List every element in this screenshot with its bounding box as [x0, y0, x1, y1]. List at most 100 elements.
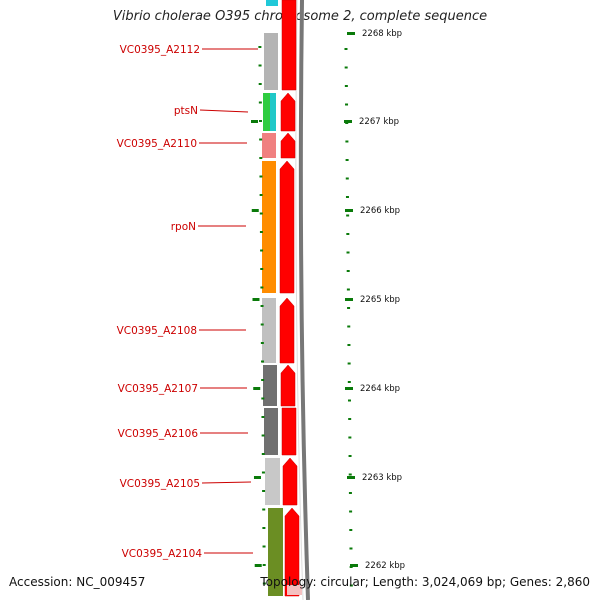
gene-block-VC0395_A2107[interactable]: [263, 365, 277, 406]
cds-arrow: [284, 507, 300, 597]
scale-minor-tick: [348, 436, 352, 439]
scale-minor-tick: [346, 270, 350, 272]
gene-block-ptsN[interactable]: [263, 93, 270, 131]
gene-leader-line: [201, 481, 252, 484]
minor-tick: [262, 582, 266, 585]
scale-major-tick: [347, 476, 355, 479]
scale-label: 2264 kbp: [360, 384, 400, 394]
scale-minor-tick: [345, 103, 349, 106]
gene-block-VC0395_A2104[interactable]: [268, 508, 283, 596]
track-major-tick: [253, 476, 261, 479]
scale-minor-tick: [349, 547, 353, 550]
minor-tick: [259, 231, 263, 233]
gene-block-VC0395_A2108[interactable]: [262, 298, 276, 363]
minor-tick: [258, 64, 262, 67]
scale-minor-tick: [346, 288, 350, 291]
scale-major-tick: [344, 120, 352, 123]
scale-minor-tick: [347, 381, 351, 383]
scale-minor-tick: [344, 48, 348, 50]
track-major-tick: [251, 209, 259, 212]
scale-major-tick: [347, 32, 355, 35]
scale-major-tick: [345, 387, 353, 390]
minor-tick: [261, 379, 265, 381]
scale-minor-tick: [347, 307, 351, 309]
minor-tick: [262, 545, 266, 548]
scale-minor-tick: [345, 196, 349, 198]
scale-minor-tick: [347, 362, 351, 365]
gene-label[interactable]: VC0395_A2107: [118, 383, 198, 395]
scale-minor-tick: [345, 140, 349, 143]
scale-minor-tick: [345, 177, 349, 180]
minor-tick: [261, 471, 265, 474]
cds-arrow: [281, 407, 297, 456]
gene-block-VC0395_A2112[interactable]: [264, 33, 278, 90]
scale-minor-tick: [349, 529, 353, 531]
scale-label: 2262 kbp: [365, 561, 405, 571]
gene-label[interactable]: VC0395_A2110: [117, 138, 197, 150]
track-major-tick: [251, 120, 259, 123]
scale-minor-tick: [344, 85, 348, 87]
chromosome-backbone: [298, 0, 310, 600]
minor-tick: [261, 434, 265, 437]
gene-label[interactable]: ptsN: [174, 105, 198, 117]
scale-minor-tick: [344, 66, 348, 69]
track-major-tick: [254, 564, 262, 567]
minor-tick: [259, 138, 263, 141]
scale-minor-tick: [349, 510, 353, 513]
scale-label: 2266 kbp: [360, 206, 400, 216]
minor-tick: [260, 249, 264, 252]
minor-tick: [260, 268, 264, 270]
minor-tick: [259, 194, 263, 196]
scale-minor-tick: [346, 251, 350, 254]
scale-minor-tick: [348, 455, 352, 457]
scale-minor-tick: [346, 233, 350, 235]
gene-label[interactable]: VC0395_A2108: [117, 325, 197, 337]
minor-tick: [259, 157, 263, 159]
gene-label[interactable]: rpoN: [171, 221, 196, 233]
minor-tick: [258, 46, 262, 48]
gene-leader-line: [199, 109, 249, 113]
scale-label: 2263 kbp: [362, 473, 402, 483]
cds-arrow: [280, 132, 296, 159]
cds-arrow: [280, 92, 296, 132]
gene-block-VC0395_A2105[interactable]: [265, 458, 280, 505]
cds-arrow: [280, 364, 296, 407]
minor-tick: [260, 286, 264, 289]
scale-minor-tick: [348, 473, 352, 476]
minor-tick: [261, 416, 265, 418]
minor-tick: [261, 360, 265, 363]
gene-block-VC0395_A2110[interactable]: [262, 133, 276, 158]
scale-label: 2267 kbp: [359, 117, 399, 127]
minor-tick: [262, 564, 266, 566]
minor-tick: [259, 175, 263, 178]
gene-label[interactable]: VC0395_A2104: [122, 548, 203, 560]
track-major-tick: [252, 298, 260, 301]
minor-tick: [262, 490, 266, 492]
minor-tick: [261, 453, 265, 455]
scale-minor-tick: [348, 492, 352, 494]
gene-block-VC0395_A2106[interactable]: [264, 408, 278, 455]
topology-info: Topology: circular; Length: 3,024,069 bp…: [260, 575, 590, 589]
gene-label[interactable]: VC0395_A2105: [120, 478, 200, 490]
scale-minor-tick: [345, 159, 349, 161]
minor-tick: [260, 305, 264, 307]
scale-minor-tick: [347, 344, 351, 346]
scale-label: 2265 kbp: [360, 295, 400, 305]
gene-label[interactable]: VC0395_A2106: [118, 428, 199, 440]
scale-minor-tick: [347, 325, 351, 328]
scale-minor-tick: [349, 584, 353, 587]
minor-tick: [261, 397, 265, 400]
cds-arrow: [279, 297, 295, 364]
gene-label[interactable]: VC0395_A2112: [120, 44, 200, 56]
minor-tick: [259, 120, 262, 122]
gene-block-ptsN-2: [270, 93, 276, 131]
track-major-tick: [253, 387, 261, 390]
minor-tick: [260, 323, 264, 326]
scale-minor-tick: [348, 418, 352, 420]
gene-block-rpoN[interactable]: [262, 161, 276, 293]
scale-minor-tick: [347, 399, 351, 402]
scale-label: 2268 kbp: [362, 29, 402, 39]
cds-arrow: [281, 0, 297, 91]
scale-minor-tick: [346, 214, 350, 217]
